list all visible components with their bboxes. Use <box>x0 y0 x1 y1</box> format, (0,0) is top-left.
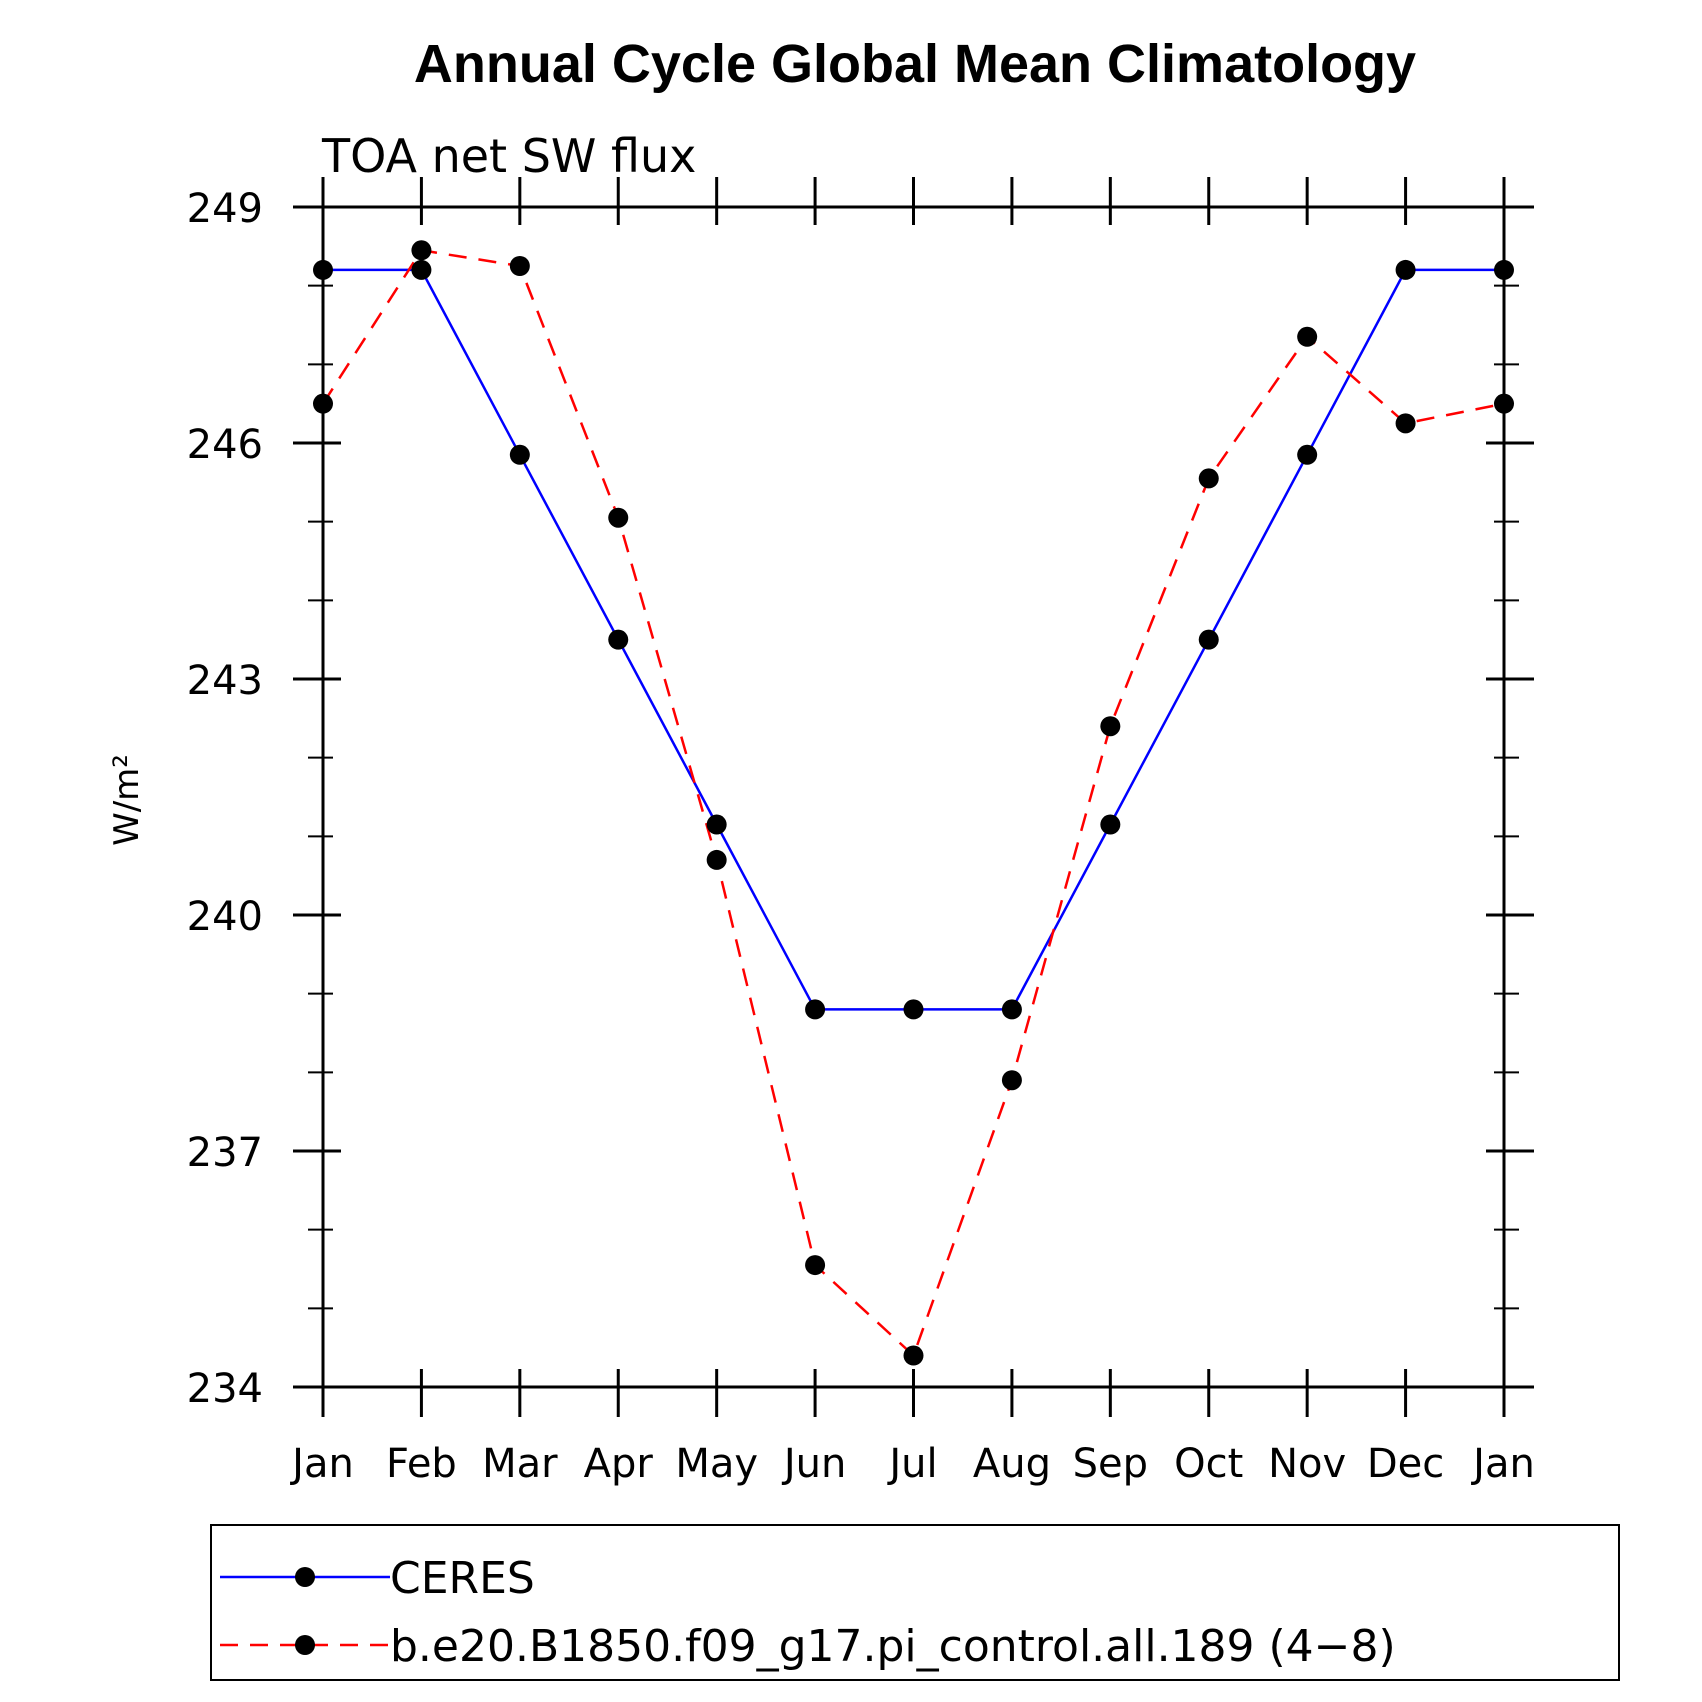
y-tick-label: 240 <box>187 894 263 940</box>
x-tick-label: Jan <box>1470 1441 1535 1487</box>
data-point-s2-4 <box>608 507 629 528</box>
x-tick-label: Nov <box>1268 1441 1346 1487</box>
series-lines <box>321 248 1505 1358</box>
data-point-s2-8 <box>1001 1070 1022 1091</box>
y-tick-labels: 234 237 240 243 246 249 <box>187 186 263 1412</box>
x-tick-label: Jun <box>781 1441 847 1487</box>
x-tick-labels: Jan Feb Mar Apr May Jun Jul Aug Sep Oct Nov Dec Jan <box>289 1441 1535 1487</box>
legend-marker <box>295 1567 315 1587</box>
x-tick-label: Feb <box>386 1441 457 1487</box>
chart-subtitle: TOA net SW flux <box>321 129 696 183</box>
data-point-s2-11 <box>1297 326 1318 347</box>
x-tick-label: Dec <box>1367 1441 1444 1487</box>
data-point-s2-10 <box>1198 468 1219 489</box>
data-point-s1-9 <box>1100 814 1121 835</box>
y-tick-label: 237 <box>187 1130 263 1176</box>
series-line-1 <box>323 268 1504 1011</box>
legend-label: CERES <box>390 1553 535 1604</box>
x-tick-label: Sep <box>1073 1441 1148 1487</box>
data-point-s2-12 <box>1395 413 1416 434</box>
data-point-s2-5 <box>706 849 727 870</box>
data-point-s1-10 <box>1198 629 1219 650</box>
x-tick-label: May <box>675 1441 758 1487</box>
data-point-s2-2 <box>411 240 432 261</box>
data-point-s1-8 <box>1001 999 1022 1020</box>
series-points <box>313 240 1514 1366</box>
data-point-s1-1 <box>313 259 333 280</box>
data-point-s2-13 <box>1494 393 1514 414</box>
y-tick-label: 243 <box>187 658 263 704</box>
y-tick-label: 246 <box>187 422 263 468</box>
x-tick-label: Mar <box>482 1441 558 1487</box>
data-point-s1-5 <box>706 814 727 835</box>
y-axis-label: W/m² <box>107 754 147 846</box>
data-point-s1-12 <box>1395 259 1416 280</box>
legend: CERES b.e20.B1850.f09_g17.pi_control.all.… <box>210 1524 1620 1681</box>
data-point-s2-7 <box>903 1345 924 1366</box>
data-point-s1-11 <box>1297 444 1318 465</box>
data-point-s2-9 <box>1100 716 1121 737</box>
y-tick-label: 249 <box>187 186 263 232</box>
x-tick-label: Jul <box>886 1441 937 1487</box>
data-point-s2-3 <box>509 256 530 276</box>
legend-item-2: b.e20.B1850.f09_g17.pi_control.all.189 (… <box>220 1621 1396 1672</box>
data-point-s1-13 <box>1494 259 1514 280</box>
data-point-s1-7 <box>903 999 924 1020</box>
chart-title: Annual Cycle Global Mean Climatology <box>414 34 1416 94</box>
data-point-s1-6 <box>805 999 826 1020</box>
x-tick-label: Oct <box>1174 1441 1243 1487</box>
x-tick-label: Apr <box>584 1441 654 1487</box>
data-point-s1-2 <box>411 259 432 280</box>
axis-ticks <box>293 177 1534 1417</box>
plot-frame <box>321 205 1506 1389</box>
legend-item-1: CERES <box>220 1553 535 1604</box>
y-tick-label: 234 <box>187 1366 263 1412</box>
data-point-s1-4 <box>608 629 629 650</box>
x-tick-label: Aug <box>973 1441 1051 1487</box>
data-point-s2-1 <box>313 393 333 414</box>
legend-label: b.e20.B1850.f09_g17.pi_control.all.189 (… <box>390 1621 1396 1672</box>
data-point-s1-3 <box>509 444 530 465</box>
legend-box <box>210 1524 1620 1681</box>
legend-marker <box>295 1635 315 1655</box>
data-point-s2-6 <box>805 1255 826 1276</box>
x-tick-label: Jan <box>289 1441 354 1487</box>
